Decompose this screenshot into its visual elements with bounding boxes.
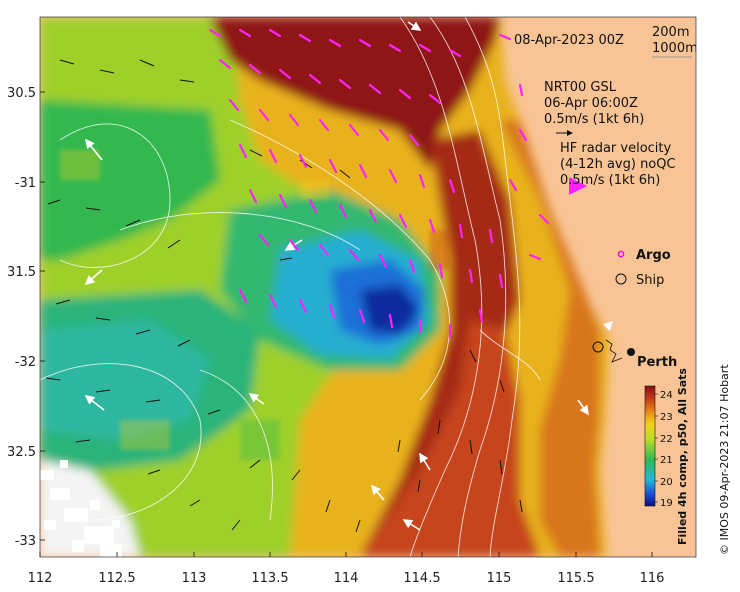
- y-tick-label: -33: [15, 534, 36, 549]
- y-tick-label: -31: [15, 176, 36, 191]
- y-tick-label: 30.5: [7, 86, 36, 101]
- ship-legend-marker: [615, 273, 627, 285]
- x-axis: 112 112.5 113 113.5 114 114.5 115 115.5 …: [28, 552, 665, 586]
- credit-label: © IMOS 09-Apr-2023 21:07 Hobart: [718, 364, 731, 555]
- x-tick-label: 113: [182, 571, 207, 586]
- x-tick-label: 115: [487, 571, 512, 586]
- y-tick-label: 31.5: [7, 265, 36, 280]
- x-tick-label: 114.5: [403, 571, 440, 586]
- x-tick-label: 112.5: [98, 571, 135, 586]
- drifter-arrows: [84, 21, 614, 531]
- hf-scale-label: 0.5m/s (1kt 6h): [560, 173, 660, 188]
- y-tick-label: -32: [15, 355, 36, 370]
- x-tick-label: 114: [334, 571, 359, 586]
- gsl-time: 06-Apr 06:00Z: [544, 96, 638, 111]
- perth-label: Perth: [637, 355, 677, 370]
- ship-marker: [592, 341, 604, 353]
- texture: [60, 150, 450, 460]
- colorbar-title: Filled 4h comp, p50, All Sats: [676, 368, 689, 545]
- argo-legend-marker: [617, 250, 625, 258]
- hf-avg: (4-12h avg) noQC: [560, 157, 676, 172]
- hf-radar-vectors: [208, 28, 550, 339]
- x-tick-label: 115.5: [557, 571, 594, 586]
- plot-area: 08-Apr-2023 00Z 200m 1000m NRT00 GSL 06-…: [40, 17, 698, 557]
- date-label: 08-Apr-2023 00Z: [514, 33, 624, 48]
- y-tick-label: 32.5: [7, 445, 36, 460]
- colorbar-tick: 23: [660, 412, 673, 423]
- cloud-mask: [40, 460, 122, 557]
- gsl-vectors: [45, 59, 523, 533]
- x-tick-label: 113.5: [251, 571, 288, 586]
- colorbar-tick: 22: [660, 434, 673, 445]
- hf-title: HF radar velocity: [560, 141, 672, 156]
- plot-frame: [39, 16, 697, 558]
- x-tick-label: 116: [640, 571, 665, 586]
- coastline-detail: [605, 339, 623, 363]
- colorbar-tick: 21: [660, 455, 673, 466]
- colorbar-tick: 20: [660, 477, 673, 488]
- colorbar-tick: 19: [660, 498, 673, 509]
- ship-legend-label: Ship: [636, 273, 664, 288]
- isobath-200m: 200m: [652, 25, 689, 40]
- gsl-scale-label: 0.5m/s (1kt 6h): [544, 112, 644, 127]
- y-axis: 30.5 -31 31.5 -32 32.5 -33: [7, 86, 45, 549]
- perth-marker: [627, 348, 635, 356]
- x-tick-label: 112: [28, 571, 53, 586]
- argo-legend-label: Argo: [636, 248, 671, 263]
- gsl-title: NRT00 GSL: [544, 80, 617, 95]
- isobath-1000m: 1000m: [652, 41, 698, 56]
- colorbar: 24 23 22 21 20 19 Filled 4h comp, p50, A…: [644, 368, 689, 545]
- colorbar-tick: 24: [660, 390, 673, 401]
